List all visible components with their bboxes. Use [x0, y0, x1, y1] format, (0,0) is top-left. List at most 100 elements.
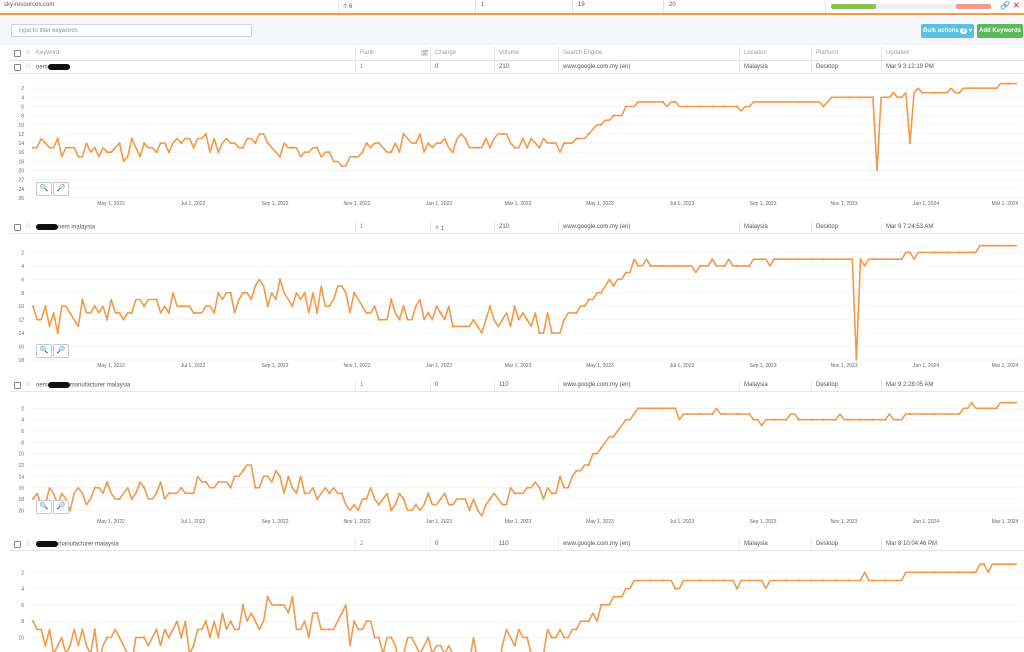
star-icon[interactable]: ☆: [25, 63, 32, 70]
data-point: [278, 475, 282, 478]
data-point: [649, 264, 652, 267]
data-point: [587, 298, 590, 301]
zoom-in-icon[interactable]: 🔎: [53, 344, 69, 358]
data-point: [637, 407, 640, 410]
table-row[interactable]: ☆ manufacturer malaysia 2 0 110 www.google.co…: [10, 538, 1024, 551]
rank-cell: 1: [360, 64, 364, 70]
y-tick-label: 12: [18, 132, 24, 138]
bulk-actions-button[interactable]: Bulk actions 0 ▾: [921, 24, 974, 38]
col-updated[interactable]: Updated: [886, 50, 909, 56]
data-point: [241, 291, 245, 294]
stat-4: 20: [669, 2, 676, 8]
col-search-engine[interactable]: Search Engine: [563, 50, 603, 56]
filter-keywords-input[interactable]: [11, 24, 252, 37]
divider: [430, 61, 431, 73]
data-point: [587, 620, 590, 623]
rank-series-line: [32, 563, 1017, 652]
data-point: [217, 480, 220, 484]
col-keyword[interactable]: Keyword: [36, 50, 60, 56]
star-icon[interactable]: ☆: [25, 381, 32, 388]
star-icon[interactable]: ☆: [25, 540, 32, 547]
volume-cell: 210: [499, 224, 510, 230]
table-row[interactable]: ☆ oem manufacturer malaysia 1 0 110 www.google…: [10, 379, 1024, 392]
link-icon[interactable]: 🔗: [1000, 1, 1010, 10]
data-point: [266, 475, 269, 478]
data-point: [192, 492, 195, 495]
data-point: [44, 142, 47, 145]
data-point: [859, 418, 862, 421]
rank-history-chart: 2 4 6 8 10: [10, 551, 1024, 652]
calendar-icon[interactable]: 🗓: [421, 51, 429, 57]
y-tick-label: 22: [18, 178, 24, 184]
data-point: [390, 636, 393, 639]
data-point: [637, 100, 640, 103]
bulk-count-badge: 0: [960, 28, 968, 34]
divider: [739, 221, 740, 233]
add-keywords-button[interactable]: Add Keywords: [977, 24, 1023, 38]
data-point: [797, 418, 800, 421]
data-point: [748, 412, 751, 416]
keyword-cell[interactable]: oem manufacturer malaysia: [36, 382, 130, 389]
data-point: [106, 480, 109, 484]
data-point: [624, 418, 628, 421]
star-icon[interactable]: ☆: [25, 223, 32, 230]
up-count-value: 6: [348, 4, 353, 10]
table-row[interactable]: ☆ oem 1 0 210 www.google.com.my (en) Malaysia D…: [10, 61, 1024, 74]
keyword-cell[interactable]: manufacturer malaysia: [36, 541, 119, 548]
data-point: [278, 155, 282, 158]
x-tick-label: Jul 1, 2023: [670, 363, 695, 369]
data-point: [575, 137, 578, 140]
data-point: [427, 311, 430, 314]
row-checkbox[interactable]: [14, 64, 21, 71]
domain-label: sky-resources.com: [4, 2, 55, 8]
data-point: [649, 100, 652, 103]
data-point: [155, 492, 158, 495]
redacted-text: [36, 224, 58, 230]
data-point: [69, 644, 72, 647]
row-checkbox[interactable]: [14, 382, 21, 389]
data-point: [167, 636, 170, 639]
y-tick-label: 14: [18, 474, 24, 480]
volume-cell: 110: [499, 541, 509, 547]
data-point: [118, 497, 121, 501]
col-location[interactable]: Location: [744, 50, 767, 56]
x-tick-label: Nov 1, 2023: [831, 201, 858, 207]
divider: [430, 221, 431, 233]
data-point: [612, 595, 615, 598]
updated-cell: Mar 9 3:12:19 PM: [886, 64, 934, 70]
data-point: [192, 311, 195, 314]
col-volume[interactable]: Volume: [499, 50, 520, 56]
col-change[interactable]: Change: [435, 50, 457, 56]
col-platform[interactable]: Platform: [816, 50, 839, 56]
select-all-checkbox[interactable]: [14, 50, 21, 57]
change-value: 0: [435, 541, 439, 547]
data-point: [624, 105, 628, 108]
data-point: [204, 305, 207, 308]
data-point: [871, 579, 875, 582]
zoom-in-icon[interactable]: 🔎: [53, 182, 69, 196]
row-checkbox[interactable]: [14, 541, 21, 548]
zoom-out-icon[interactable]: 🔍: [36, 344, 52, 358]
zoom-out-icon[interactable]: 🔍: [36, 182, 52, 196]
keyword-cell[interactable]: oem malaysia: [36, 224, 95, 231]
data-point: [106, 318, 109, 321]
row-checkbox[interactable]: [14, 224, 21, 231]
zoom-out-icon[interactable]: 🔍: [36, 500, 52, 514]
data-point: [488, 305, 492, 308]
keyword-cell[interactable]: oem: [36, 64, 70, 71]
data-point: [945, 412, 949, 416]
data-point: [785, 579, 788, 582]
close-icon[interactable]: ✕: [1013, 1, 1020, 10]
data-point: [748, 105, 751, 108]
data-point: [921, 251, 924, 254]
stat-2: 1: [481, 2, 485, 8]
col-rank[interactable]: Rank: [360, 50, 375, 56]
data-point: [661, 100, 665, 103]
y-tick-label: 8: [21, 619, 24, 625]
data-point: [834, 579, 837, 582]
data-point: [31, 620, 35, 623]
table-row[interactable]: ☆ oem malaysia 1 🡡 1 210 www.google.com.my (e…: [10, 221, 1024, 234]
zoom-in-icon[interactable]: 🔎: [53, 500, 69, 514]
data-point: [180, 486, 183, 489]
star-icon[interactable]: ☆: [25, 49, 32, 56]
